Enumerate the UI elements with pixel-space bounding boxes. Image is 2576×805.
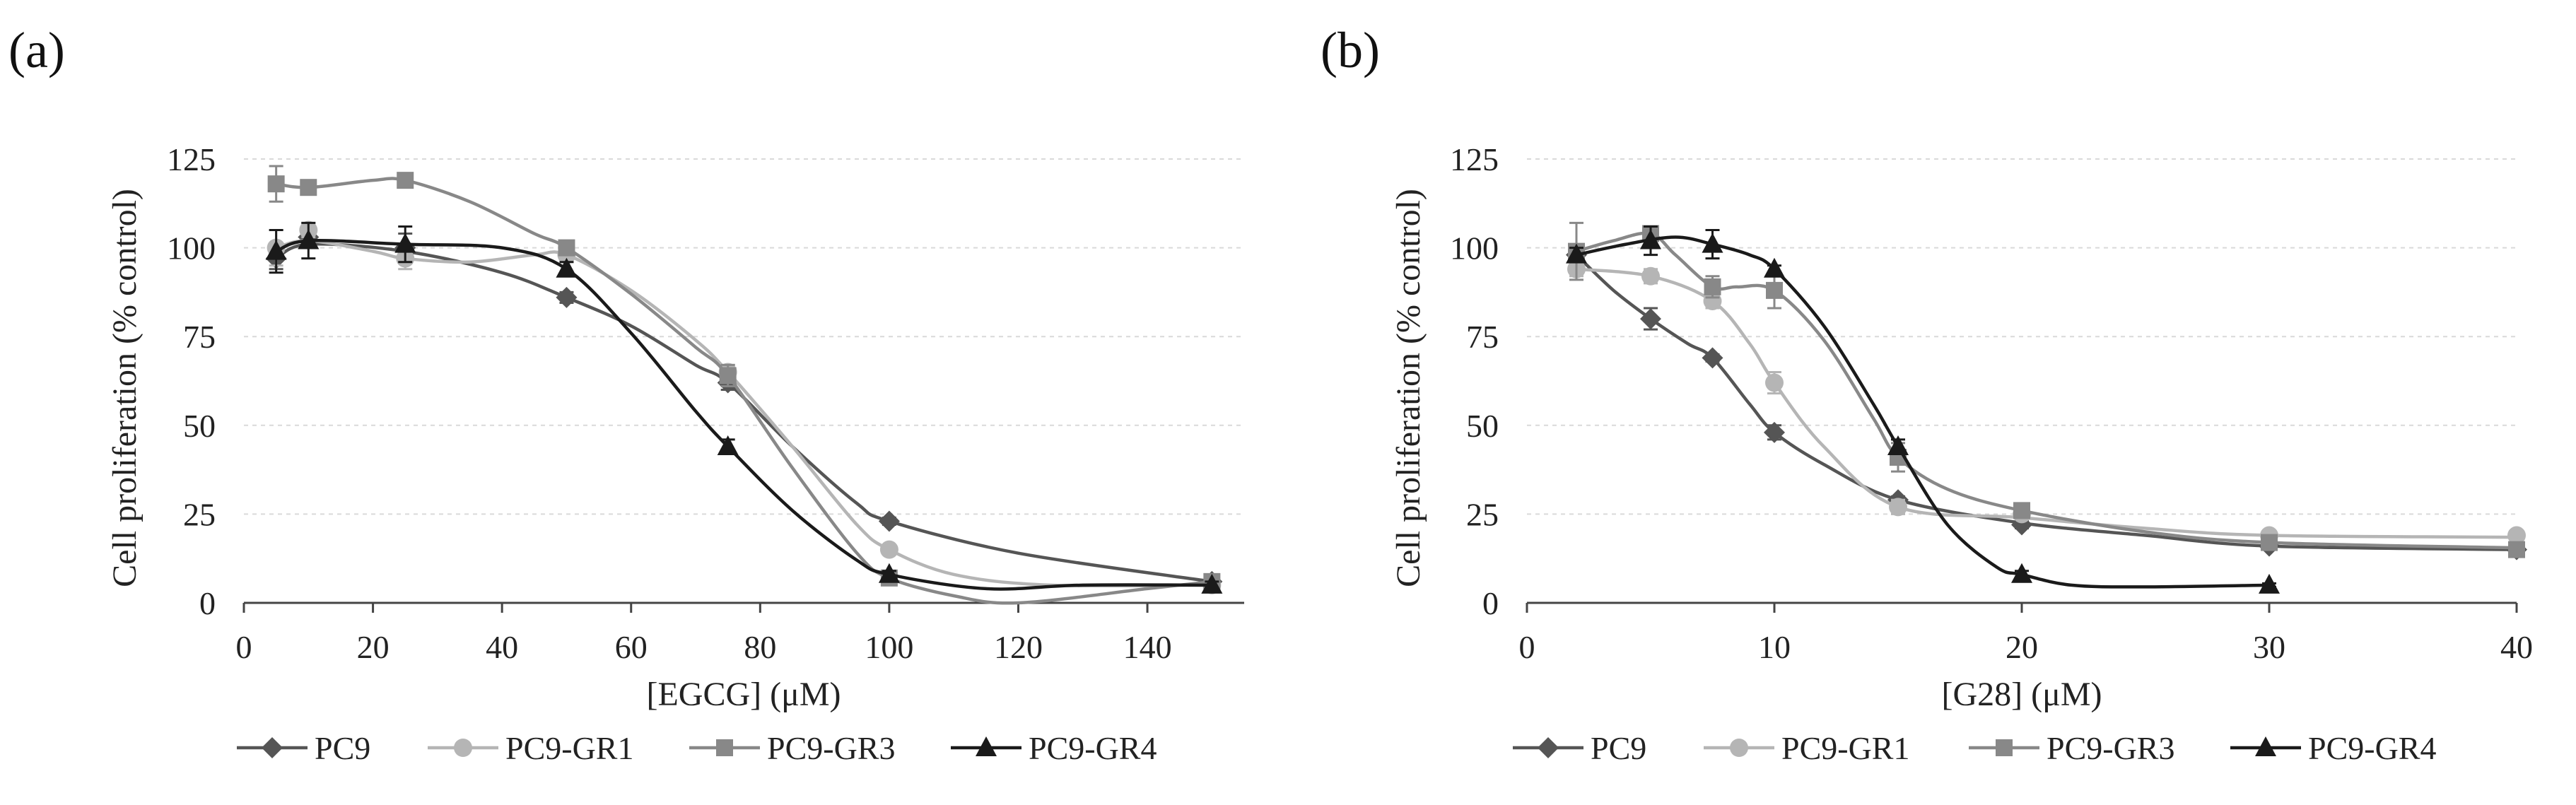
a-ytick-label: 100 [167, 230, 216, 266]
b-legend-label-pc9-gr4: PC9-GR4 [2308, 730, 2436, 766]
b-ytick-label: 50 [1466, 408, 1499, 444]
b-legend-label-pc9: PC9 [1591, 730, 1646, 766]
a-data-point-pc9-gr3 [267, 175, 285, 193]
a-data-point-pc9-gr4 [878, 563, 900, 583]
b-y-axis-title: Cell proliferation (% control) [1390, 189, 1427, 587]
a-data-point-pc9-gr4 [394, 233, 416, 253]
panel-label-b: (b) [1321, 22, 1380, 78]
b-xtick-label: 30 [2253, 629, 2285, 665]
b-legend-marker-pc9-gr1 [1730, 739, 1748, 757]
b-data-point-pc9-gr3 [2261, 534, 2278, 551]
b-data-point-pc9-gr1 [1889, 498, 1907, 517]
b-data-point-pc9-gr4 [1887, 435, 1909, 455]
b-data-point-pc9-gr1 [1641, 266, 1660, 286]
a-data-point-pc9-gr4 [717, 435, 739, 455]
b-ytick-label: 0 [1482, 585, 1499, 621]
chart-panel-a: 0 25 50 75 100 125 0 20 40 60 80 100 120 140 [EGCG] (μ… [106, 141, 1244, 766]
a-data-point-pc9-gr3 [300, 179, 317, 196]
b-ytick-label: 100 [1450, 230, 1499, 266]
a-legend-marker-pc9-gr3 [716, 739, 733, 756]
b-xtick-label: 0 [1519, 629, 1535, 665]
a-ytick-label: 125 [167, 141, 216, 177]
b-data-point-pc9 [1764, 421, 1785, 443]
a-ytick-label: 0 [199, 585, 216, 621]
a-data-point-pc9 [556, 286, 578, 308]
a-data-point-pc9-gr4 [265, 240, 287, 260]
b-data-point-pc9-gr4 [1764, 257, 1785, 278]
a-xtick-label: 0 [236, 629, 252, 665]
panel-label-a: (a) [8, 22, 65, 78]
b-data-point-pc9 [1702, 347, 1723, 369]
b-series-line-pc9-gr3 [1576, 231, 2517, 550]
b-ytick-label: 25 [1466, 496, 1499, 532]
a-x-axis-title: [EGCG] (μM) [646, 676, 841, 713]
b-data-point-pc9-gr4 [2011, 563, 2032, 583]
a-xtick-label: 40 [486, 629, 518, 665]
b-x-axis-title: [G28] (μM) [1941, 676, 2102, 713]
a-series-line-pc9 [275, 242, 1212, 584]
a-xtick-label: 20 [357, 629, 390, 665]
a-data-point-pc9-gr4 [298, 229, 320, 249]
a-data-point-pc9-gr3 [397, 172, 414, 189]
b-data-point-pc9-gr3 [1704, 278, 1721, 295]
a-series-line-pc9-gr4 [275, 239, 1212, 591]
a-legend-label-pc9: PC9 [315, 730, 370, 766]
a-legend-marker-pc9-gr4 [976, 736, 997, 756]
b-series-line-pc9 [1575, 253, 2517, 551]
a-data-point-pc9-gr1 [879, 540, 898, 559]
a-data-point-pc9-gr4 [556, 257, 578, 278]
b-legend-marker-pc9-gr4 [2255, 736, 2276, 756]
a-ytick-label: 75 [183, 319, 216, 355]
a-legend-label-pc9-gr3: PC9-GR3 [767, 730, 895, 766]
b-data-point-pc9-gr1 [2507, 526, 2526, 545]
b-data-point-pc9-gr1 [1765, 373, 1784, 392]
a-data-point-pc9-gr4 [1201, 573, 1223, 594]
a-xtick-label: 140 [1123, 629, 1172, 665]
a-legend-marker-pc9-gr1 [454, 739, 472, 757]
a-xtick-label: 120 [994, 629, 1043, 665]
b-legend-marker-pc9 [1538, 737, 1559, 758]
b-series-line-pc9-gr1 [1576, 267, 2517, 539]
a-data-point-pc9-gr3 [558, 239, 575, 257]
b-xtick-label: 10 [1758, 629, 1791, 665]
b-xtick-label: 20 [2006, 629, 2038, 665]
a-legend-marker-pc9 [262, 737, 283, 758]
b-legend-label-pc9-gr3: PC9-GR3 [2047, 730, 2174, 766]
b-data-point-pc9-gr3 [2508, 541, 2525, 558]
a-xtick-label: 80 [744, 629, 776, 665]
a-data-point-pc9-gr3 [719, 367, 737, 384]
a-data-point-pc9 [878, 510, 900, 532]
b-data-point-pc9-gr3 [2013, 502, 2030, 519]
a-xtick-label: 100 [865, 629, 913, 665]
b-series-line-pc9-gr4 [1576, 235, 2270, 589]
b-ytick-label: 125 [1450, 141, 1499, 177]
b-data-point-pc9-gr4 [1640, 229, 1661, 249]
b-data-point-pc9 [1640, 308, 1661, 330]
a-ytick-label: 25 [183, 496, 216, 532]
b-xtick-label: 40 [2500, 629, 2533, 665]
b-data-point-pc9-gr4 [2259, 573, 2280, 594]
a-y-axis-title: Cell proliferation (% control) [106, 189, 144, 587]
b-legend-marker-pc9-gr3 [1996, 739, 2013, 756]
a-legend-label-pc9-gr1: PC9-GR1 [505, 730, 633, 766]
a-ytick-label: 50 [183, 408, 216, 444]
b-ytick-label: 75 [1466, 319, 1499, 355]
chart-panel-b: 0 25 50 75 100 125 0 10 20 30 40 [G28] (μM) Cell pro… [1390, 141, 2533, 766]
a-xtick-label: 60 [615, 629, 648, 665]
b-data-point-pc9-gr4 [1702, 233, 1723, 253]
a-series-line-pc9-gr1 [275, 239, 1212, 588]
a-legend-label-pc9-gr4: PC9-GR4 [1029, 730, 1157, 766]
b-data-point-pc9-gr4 [1566, 243, 1587, 264]
b-legend-label-pc9-gr1: PC9-GR1 [1781, 730, 1909, 766]
b-data-point-pc9-gr3 [1766, 281, 1783, 299]
